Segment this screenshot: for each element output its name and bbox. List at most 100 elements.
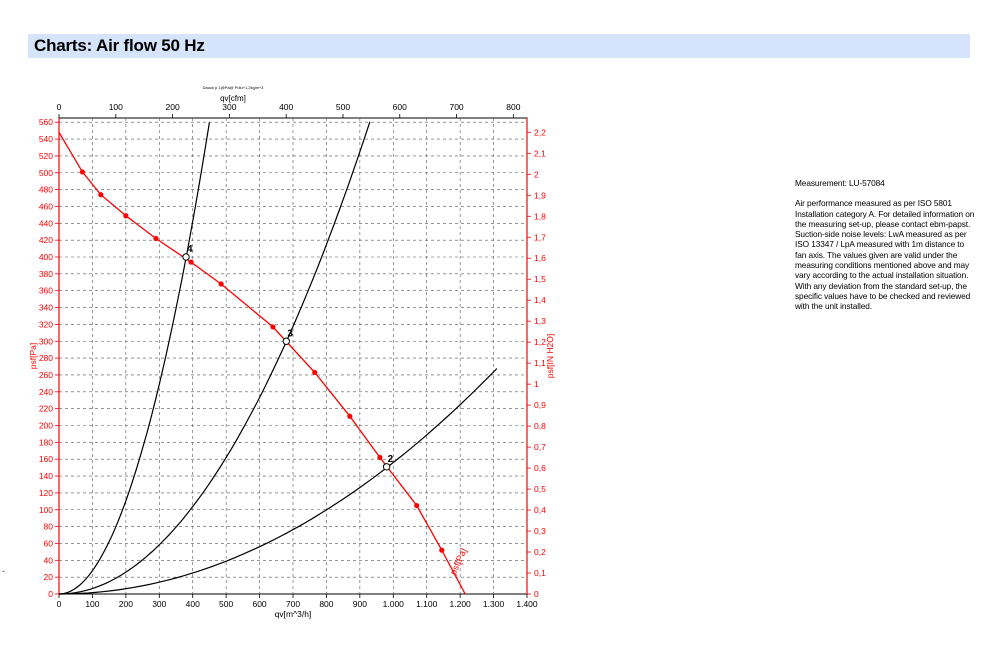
x-bottom-tick-label: 400 xyxy=(186,599,200,609)
y-left-tick-label: 40 xyxy=(44,555,54,565)
x-bottom-axis-label: qv[m^3/h] xyxy=(275,609,312,619)
y-right-tick-label: 0,2 xyxy=(534,547,546,557)
fan-curve-point xyxy=(98,192,104,198)
section-header-bar: Charts: Air flow 50 Hz xyxy=(28,34,970,58)
x-bottom-tick-label: 1.000 xyxy=(383,599,405,609)
y-right-axis-label: psf[IN H2O] xyxy=(545,334,555,378)
fan-curve-point xyxy=(153,235,159,242)
x-top-tick-label: 300 xyxy=(222,102,236,112)
y-right-tick-label: 0 xyxy=(534,589,539,599)
x-bottom-tick-label: 0 xyxy=(57,599,62,609)
operating-point-label: 3 xyxy=(287,328,293,339)
operating-point-label: 2 xyxy=(388,454,394,465)
system-curve-1 xyxy=(58,122,210,595)
y-left-tick-label: 200 xyxy=(39,421,53,431)
y-left-tick-label: 440 xyxy=(39,218,53,228)
x-top-tick-label: 200 xyxy=(165,102,179,112)
x-top-tick-label: 0 xyxy=(57,102,62,112)
y-left-tick-label: 100 xyxy=(39,505,53,515)
y-left-axis-label: psf[Pa] xyxy=(28,343,38,369)
y-left-tick-label: 560 xyxy=(39,117,53,127)
y-left-tick-label: 180 xyxy=(39,437,53,447)
y-right-tick-label: 1,5 xyxy=(534,274,546,284)
y-right-tick-label: 1,7 xyxy=(534,232,546,242)
y-right-tick-label: 0,4 xyxy=(534,505,546,515)
y-right-tick-label: 1,1 xyxy=(534,358,546,368)
stray-mark: - xyxy=(2,566,5,576)
x-bottom-tick-label: 1.200 xyxy=(450,599,472,609)
x-top-tick-label: 100 xyxy=(109,102,123,112)
y-left-tick-label: 320 xyxy=(39,319,53,329)
y-right-tick-label: 1,8 xyxy=(534,211,546,221)
x-bottom-tick-label: 200 xyxy=(119,599,133,609)
x-bottom-tick-label: 100 xyxy=(85,599,99,609)
y-right-tick-label: 0,8 xyxy=(534,421,546,431)
y-left-tick-label: 520 xyxy=(39,151,53,161)
x-bottom-tick-label: 1.100 xyxy=(416,599,438,609)
y-left-tick-label: 460 xyxy=(39,201,53,211)
fan-curve-point xyxy=(347,413,353,419)
x-bottom-tick-label: 600 xyxy=(252,599,266,609)
x-bottom-tick-label: 1.300 xyxy=(483,599,505,609)
y-right-tick-label: 0,5 xyxy=(534,484,546,494)
y-left-tick-label: 60 xyxy=(44,538,54,548)
y-left-tick-label: 360 xyxy=(39,286,53,296)
y-left-tick-label: 420 xyxy=(39,235,53,245)
measurement-description: Air performance measured as per ISO 5801… xyxy=(795,198,975,312)
x-top-tick-label: 800 xyxy=(506,102,520,112)
x-bottom-tick-label: 1.400 xyxy=(516,599,538,609)
x-bottom-tick-label: 500 xyxy=(219,599,233,609)
y-left-tick-label: 280 xyxy=(39,353,53,363)
y-right-tick-label: 1,4 xyxy=(534,295,546,305)
x-bottom-tick-label: 900 xyxy=(353,599,367,609)
y-left-tick-label: 20 xyxy=(44,572,54,582)
x-top-axis-label: qv[cfm] xyxy=(220,94,246,103)
y-right-tick-label: 2,2 xyxy=(534,127,546,137)
y-left-tick-label: 160 xyxy=(39,454,53,464)
y-right-tick-label: 0,3 xyxy=(534,526,546,536)
chart-title: Dauck p 1@Pa@ Pdlu+1,2kg/m^3 xyxy=(203,85,265,90)
fan-curve-point xyxy=(414,502,420,509)
y-left-tick-label: 260 xyxy=(39,370,53,380)
operating-point-marker xyxy=(282,337,291,345)
y-left-tick-label: 80 xyxy=(44,522,54,532)
y-right-tick-label: 2 xyxy=(534,169,539,179)
y-right-tick-label: 1,2 xyxy=(534,337,546,347)
y-left-tick-label: 140 xyxy=(39,471,53,481)
fan-curve-point xyxy=(439,547,445,553)
operating-point-marker xyxy=(382,463,391,471)
x-top-tick-label: 700 xyxy=(449,102,463,112)
y-right-tick-label: 1,3 xyxy=(534,316,546,326)
x-bottom-tick-label: 300 xyxy=(152,599,166,609)
y-right-tick-label: 1,9 xyxy=(534,190,546,200)
y-right-tick-label: 0,1 xyxy=(534,568,546,578)
system-curve-3 xyxy=(58,368,498,595)
y-left-tick-label: 500 xyxy=(39,168,53,178)
measurement-id: Measurement: LU-57084 xyxy=(795,178,885,188)
y-left-tick-label: 380 xyxy=(39,269,53,279)
y-right-tick-label: 2,1 xyxy=(534,148,546,158)
y-right-tick-label: 1,6 xyxy=(534,253,546,263)
y-left-tick-label: 540 xyxy=(39,134,53,144)
y-left-tick-label: 220 xyxy=(39,404,53,414)
x-top-tick-label: 600 xyxy=(393,102,407,112)
x-bottom-tick-label: 700 xyxy=(286,599,300,609)
section-title: Charts: Air flow 50 Hz xyxy=(34,36,205,55)
fan-curve-point xyxy=(312,369,318,376)
x-top-tick-label: 500 xyxy=(336,102,350,112)
operating-point-label: 4 xyxy=(187,244,193,255)
fan-curve-point xyxy=(377,454,383,461)
y-left-tick-label: 300 xyxy=(39,336,53,346)
y-left-tick-label: 0 xyxy=(48,589,53,599)
y-right-tick-label: 0,9 xyxy=(534,400,546,410)
fan-curve-point xyxy=(218,281,224,287)
y-left-tick-label: 400 xyxy=(39,252,53,262)
operating-point-marker xyxy=(182,253,190,261)
x-bottom-tick-label: 800 xyxy=(319,599,333,609)
y-right-tick-label: 1 xyxy=(534,379,539,389)
y-left-tick-label: 120 xyxy=(39,488,53,498)
fan-curve-point xyxy=(270,324,276,330)
y-left-tick-label: 340 xyxy=(39,303,53,313)
measurement-notes: Measurement: LU-57084 Air performance me… xyxy=(795,178,975,312)
